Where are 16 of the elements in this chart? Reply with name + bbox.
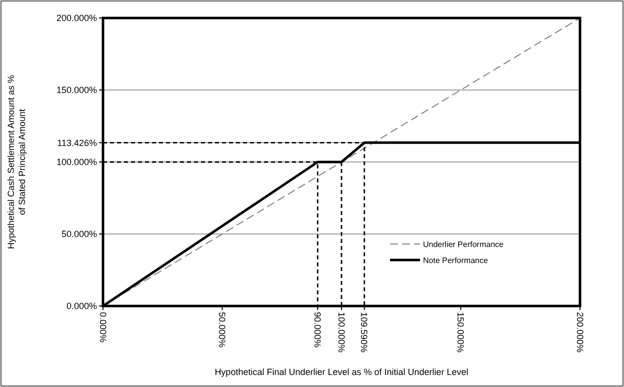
x-tick-label: 109.590% xyxy=(359,312,370,353)
legend-label: Underlier Performance xyxy=(423,240,504,249)
x-tick-label: 90.000% xyxy=(312,312,322,348)
x-tick-label: 150.000% xyxy=(456,312,466,353)
y-tick-label: 113.426% xyxy=(57,138,97,148)
y-tick-label: 200.000% xyxy=(56,13,97,24)
y-tick-label: 150.000% xyxy=(56,85,97,96)
legend-label: Note Performance xyxy=(423,256,488,265)
x-axis-title: Hypothetical Final Underlier Level as % of Initial Underlier Level xyxy=(214,367,468,377)
y-tick-label: 100.000% xyxy=(56,157,97,168)
y-tick-label: 0.000% xyxy=(66,301,97,312)
x-tick-label: 50.000% xyxy=(217,312,228,348)
y-axis-title: Hypothetical Cash Settlement Amount as % of Stated Principal Amount xyxy=(6,74,27,250)
x-tick-label: 100.000% xyxy=(336,312,346,353)
x-tick-label: 200.000% xyxy=(574,312,585,353)
y-tick-label: 50.000% xyxy=(61,229,97,240)
